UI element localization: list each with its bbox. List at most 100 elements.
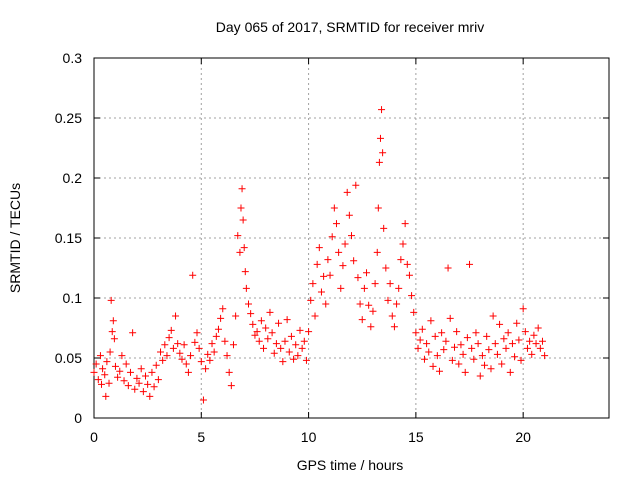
data-point (242, 284, 250, 292)
data-point (358, 316, 366, 324)
data-point (210, 348, 218, 356)
data-point (328, 233, 336, 241)
data-point (498, 360, 506, 368)
data-point (247, 310, 255, 318)
data-point (268, 329, 276, 337)
data-point (275, 319, 283, 327)
data-point (195, 344, 203, 352)
data-point (530, 331, 538, 339)
data-point (237, 204, 245, 212)
data-point (221, 337, 229, 345)
data-point (239, 216, 247, 224)
data-point (384, 296, 392, 304)
data-point (470, 355, 478, 363)
data-point (169, 344, 177, 352)
data-point (255, 337, 263, 345)
data-point (376, 134, 384, 142)
y-tick-label: 0.05 (55, 350, 82, 366)
data-point (296, 326, 304, 334)
data-point (208, 340, 216, 348)
data-point (508, 340, 516, 348)
data-point (410, 308, 418, 316)
data-point (298, 344, 306, 352)
data-point (408, 292, 416, 300)
data-point (253, 328, 261, 336)
data-point (202, 365, 210, 373)
x-tick-label: 10 (301, 429, 317, 445)
data-point (360, 284, 368, 292)
data-point (474, 340, 482, 348)
y-tick-label: 0 (74, 410, 82, 426)
data-point (214, 325, 222, 333)
x-tick-label: 20 (515, 429, 531, 445)
data-point (290, 355, 298, 363)
data-points (90, 106, 549, 404)
data-point (114, 373, 122, 381)
data-point (418, 325, 426, 333)
data-point (120, 377, 128, 385)
data-point (223, 352, 231, 360)
data-point (309, 280, 317, 288)
data-point (191, 338, 199, 346)
data-point (326, 271, 334, 279)
data-point (386, 280, 394, 288)
data-point (399, 240, 407, 248)
data-point (283, 316, 291, 324)
data-point (292, 341, 300, 349)
data-point (279, 358, 287, 366)
data-point (435, 367, 443, 375)
data-point (199, 396, 207, 404)
data-point (146, 392, 154, 400)
data-point (102, 392, 110, 400)
data-point (536, 344, 544, 352)
data-point (397, 256, 405, 264)
data-point (142, 372, 149, 380)
data-point (339, 262, 347, 270)
data-point (433, 352, 441, 360)
data-point (122, 360, 130, 368)
x-tick-label: 0 (90, 429, 98, 445)
data-point (506, 368, 514, 376)
data-point (135, 379, 143, 387)
data-point (212, 332, 220, 340)
data-point (352, 181, 360, 189)
data-point (500, 335, 508, 343)
data-point (330, 204, 338, 212)
data-point (287, 332, 295, 340)
data-point (241, 268, 249, 276)
data-point (429, 362, 437, 370)
data-point (356, 300, 364, 308)
data-point (189, 271, 197, 279)
data-point (152, 361, 160, 369)
data-point (348, 232, 355, 240)
data-point (204, 350, 212, 358)
data-point (412, 329, 420, 337)
data-point (440, 346, 448, 354)
data-point (219, 305, 227, 313)
data-point (496, 320, 504, 328)
data-point (354, 274, 362, 282)
data-point (453, 328, 461, 336)
data-point (476, 372, 484, 380)
data-point (227, 382, 235, 390)
data-point (491, 340, 499, 348)
data-point (217, 314, 225, 322)
data-point (343, 188, 351, 196)
data-point (116, 367, 124, 375)
data-point (180, 341, 188, 349)
data-point (416, 336, 424, 344)
data-point (172, 312, 180, 320)
data-point (379, 149, 387, 157)
data-point (375, 158, 383, 166)
data-point (517, 356, 525, 364)
data-point (502, 344, 510, 352)
data-point (111, 362, 119, 370)
data-point (260, 344, 268, 352)
data-point (466, 260, 474, 268)
data-point (270, 349, 278, 357)
data-point (264, 335, 272, 343)
data-point (262, 324, 270, 332)
data-point (249, 320, 257, 328)
data-point (487, 365, 495, 373)
